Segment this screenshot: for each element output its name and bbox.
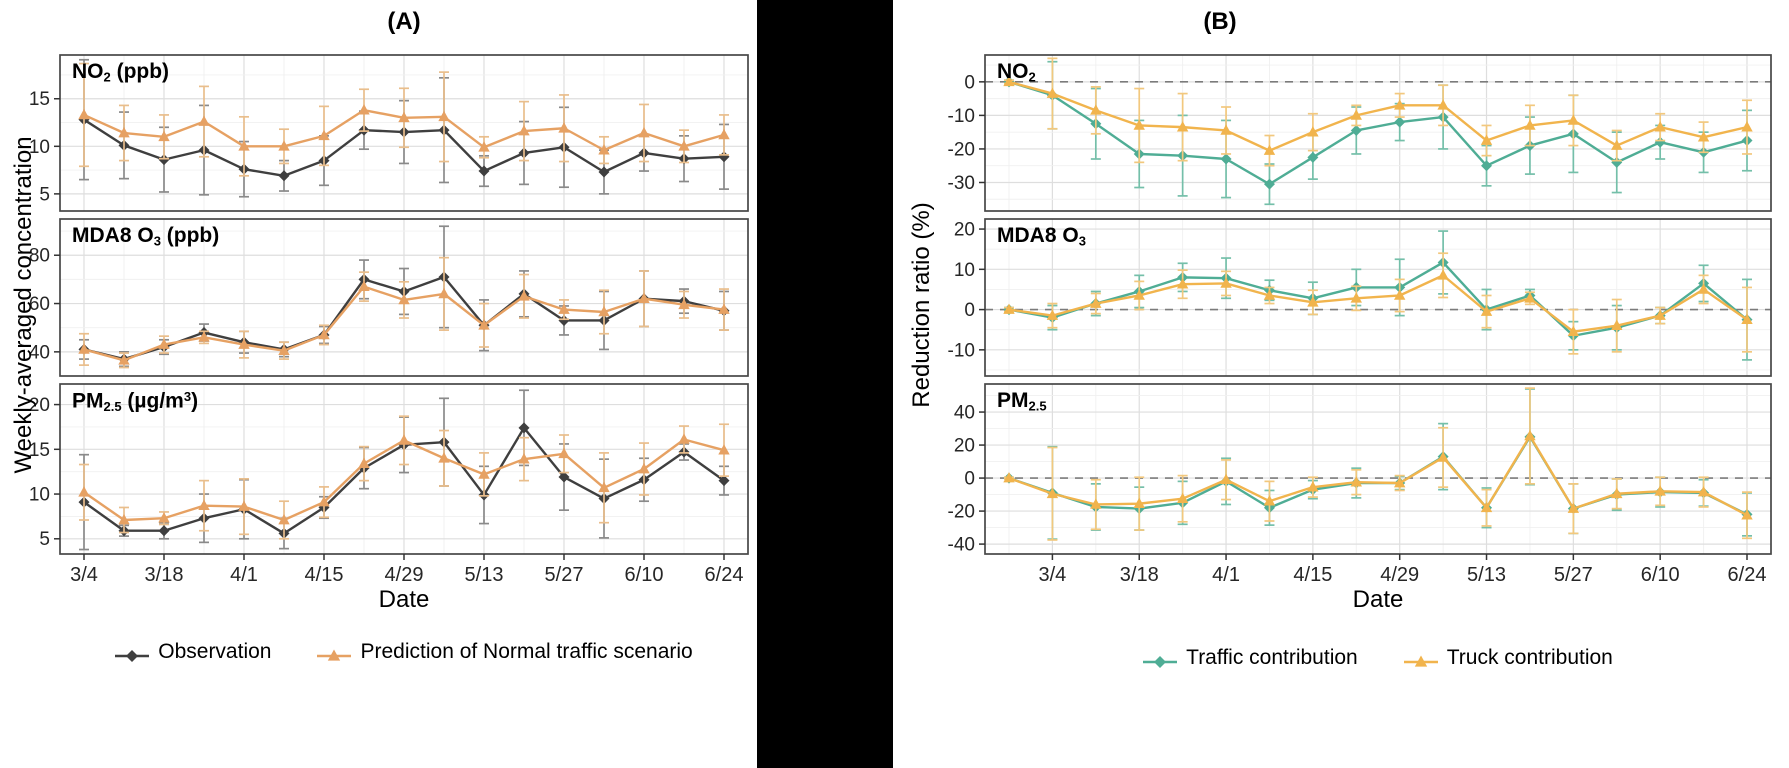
panel-b-y-axis-label: Reduction ratio (%): [908, 202, 935, 408]
panel-a-legend: Observation Prediction of Normal traffic…: [60, 640, 748, 664]
svg-text:4/29: 4/29: [385, 564, 424, 586]
svg-text:4/1: 4/1: [230, 564, 258, 586]
svg-text:4/29: 4/29: [1380, 564, 1419, 586]
svg-text:5: 5: [39, 529, 50, 550]
svg-text:20: 20: [954, 220, 975, 241]
svg-text:5/27: 5/27: [1554, 564, 1593, 586]
subplot-label-a-o3: MDA8 O3 (ppb): [72, 224, 220, 249]
legend-item-prediction: Prediction of Normal traffic scenario: [317, 640, 693, 664]
subplot-label-a-pm25: PM2.5 (µg/m3): [72, 389, 199, 415]
panel-a-title: (A): [387, 8, 421, 35]
legend-item-traffic: Traffic contribution: [1143, 646, 1358, 670]
legend-label: Truck contribution: [1446, 646, 1613, 669]
svg-text:6/10: 6/10: [1641, 564, 1680, 586]
panel-divider: [757, 0, 893, 768]
panel-b-title: (B): [1203, 8, 1237, 35]
svg-text:10: 10: [954, 260, 975, 281]
svg-text:-10: -10: [948, 340, 975, 361]
svg-text:6/24: 6/24: [705, 564, 744, 586]
svg-text:0: 0: [964, 72, 975, 93]
svg-text:3/18: 3/18: [1120, 564, 1159, 586]
svg-text:5/13: 5/13: [1467, 564, 1506, 586]
svg-text:15: 15: [29, 440, 50, 461]
svg-text:-20: -20: [948, 502, 975, 523]
legend-label: Traffic contribution: [1186, 646, 1358, 669]
svg-text:-20: -20: [948, 139, 975, 160]
svg-text:4/15: 4/15: [305, 564, 344, 586]
panel-b-x-axis-label: Date: [1352, 586, 1404, 613]
svg-text:-10: -10: [948, 106, 975, 127]
svg-text:40: 40: [954, 403, 975, 424]
subplot-label-b-pm25: PM2.5: [997, 389, 1047, 414]
svg-text:60: 60: [29, 294, 50, 315]
svg-text:15: 15: [29, 89, 50, 110]
subplot-label-a-no2: NO2 (ppb): [72, 60, 170, 85]
svg-text:6/24: 6/24: [1728, 564, 1767, 586]
prediction-triangle-icon: [317, 645, 352, 661]
subplot-label-b-o3: MDA8 O3: [997, 224, 1086, 249]
svg-text:3/4: 3/4: [1039, 564, 1067, 586]
svg-text:20: 20: [29, 395, 50, 416]
svg-text:6/10: 6/10: [625, 564, 664, 586]
svg-text:4/15: 4/15: [1293, 564, 1332, 586]
panel-a-x-axis-label: Date: [378, 586, 430, 613]
traffic-diamond-icon: [1143, 651, 1178, 668]
svg-text:-40: -40: [948, 535, 975, 556]
svg-text:40: 40: [29, 342, 50, 363]
svg-text:5/27: 5/27: [545, 564, 584, 586]
svg-text:0: 0: [964, 469, 975, 490]
svg-text:20: 20: [954, 436, 975, 457]
svg-text:5/13: 5/13: [465, 564, 504, 586]
svg-text:3/18: 3/18: [145, 564, 184, 586]
truck-triangle-icon: [1403, 651, 1438, 667]
legend-item-truck: Truck contribution: [1403, 646, 1613, 670]
legend-item-observation: Observation: [115, 640, 271, 664]
svg-text:4/1: 4/1: [1212, 564, 1240, 586]
legend-label: Prediction of Normal traffic scenario: [360, 640, 693, 663]
panel-a-y-axis-label: Weekly-averaged concentration: [10, 136, 37, 474]
svg-text:-30: -30: [948, 173, 975, 194]
svg-text:0: 0: [964, 300, 975, 321]
svg-text:80: 80: [29, 246, 50, 267]
svg-text:5: 5: [39, 184, 50, 205]
panel-b-legend: Traffic contribution Truck contribution: [985, 646, 1771, 670]
observation-diamond-icon: [115, 645, 150, 662]
subplot-label-b-no2: NO2: [997, 60, 1036, 85]
legend-label: Observation: [158, 640, 272, 663]
svg-text:3/4: 3/4: [70, 564, 98, 586]
svg-text:10: 10: [29, 137, 50, 158]
svg-text:10: 10: [29, 485, 50, 506]
